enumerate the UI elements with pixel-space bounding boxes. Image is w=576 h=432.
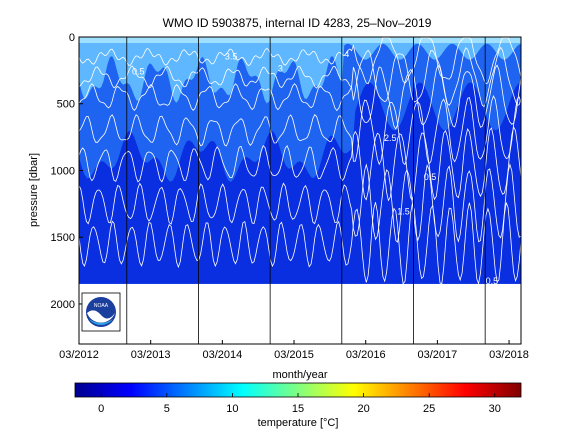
contour-label: 4 bbox=[344, 49, 349, 59]
colorbar-label-prefix: temperature [ bbox=[258, 417, 323, 429]
plot-frame bbox=[78, 36, 522, 345]
x-tick-label: 03/2015 bbox=[274, 349, 314, 361]
y-tick-label: 2000 bbox=[51, 299, 75, 311]
contour-label: 3.5 bbox=[225, 52, 238, 62]
y-tick-label: 0 bbox=[69, 32, 75, 44]
colorbar-tick-label: 20 bbox=[357, 403, 369, 415]
x-tick-label: 03/2017 bbox=[417, 349, 457, 361]
x-axis-label: month/year bbox=[272, 369, 327, 381]
colorbar-tick-label: 10 bbox=[226, 403, 238, 415]
contour-line bbox=[79, 94, 521, 166]
contour-label: 0.5 bbox=[424, 172, 437, 182]
colorbar-label-suffix: ] bbox=[335, 417, 338, 429]
chart-title: WMO ID 5903875, internal ID 4283, 25–Nov… bbox=[163, 16, 432, 30]
plot-area: 0.5 3.5 3 4 2.5 0.5 1.5 0.5 bbox=[78, 36, 522, 345]
y-axis-label: pressure [dbar] bbox=[28, 153, 40, 227]
contour-line bbox=[79, 202, 521, 286]
x-axis: 03/2012 03/2013 03/2014 03/2015 03/2016 03/20… bbox=[59, 340, 529, 361]
field-surface bbox=[79, 37, 521, 43]
x-tick-label: 03/2014 bbox=[202, 349, 242, 361]
colorbar-tick-label: 25 bbox=[423, 403, 435, 415]
contour-line bbox=[79, 125, 521, 202]
x-tick-label: 03/2016 bbox=[346, 349, 386, 361]
colorbar-ticks: 0 5 10 15 20 25 30 bbox=[98, 393, 501, 415]
svg-text:NOAA: NOAA bbox=[94, 303, 109, 309]
field-shallow bbox=[79, 37, 521, 104]
contour-line bbox=[79, 46, 521, 107]
colorbar-tick-label: 30 bbox=[489, 403, 501, 415]
x-tick-label: 03/2012 bbox=[59, 349, 99, 361]
contour-lines: 0.5 3.5 3 4 2.5 0.5 1.5 0.5 bbox=[79, 37, 521, 286]
x-tick-label: 03/2013 bbox=[131, 349, 171, 361]
contour-label: 0.5 bbox=[132, 66, 145, 76]
contour-line bbox=[79, 162, 521, 243]
noaa-logo: NOAA bbox=[81, 292, 121, 332]
contour-label: 3 bbox=[278, 64, 283, 74]
y-tick-label: 1500 bbox=[51, 232, 75, 244]
contour-line bbox=[79, 64, 521, 130]
colorbar-tick-label: 15 bbox=[292, 403, 304, 415]
contour-label: 1.5 bbox=[397, 207, 410, 217]
colorbar-label: temperature [°C] bbox=[258, 417, 339, 429]
y-axis: 0 500 1000 1500 2000 bbox=[51, 32, 83, 311]
temperature-field bbox=[79, 37, 521, 284]
colorbar-tick-label: 5 bbox=[164, 403, 170, 415]
contour-label: 0.5 bbox=[486, 276, 499, 286]
y-tick-label: 1000 bbox=[51, 165, 75, 177]
contour-label: 2.5 bbox=[384, 133, 397, 143]
x-tick-label: 03/2018 bbox=[489, 349, 529, 361]
colorbar-tick-label: 0 bbox=[98, 403, 104, 415]
colorbar: 0 5 10 15 20 25 30 bbox=[74, 382, 522, 415]
colorbar-label-unit: °C bbox=[323, 417, 335, 429]
y-tick-label: 500 bbox=[57, 99, 75, 111]
contour-line bbox=[79, 37, 521, 85]
year-separators bbox=[126, 37, 486, 344]
